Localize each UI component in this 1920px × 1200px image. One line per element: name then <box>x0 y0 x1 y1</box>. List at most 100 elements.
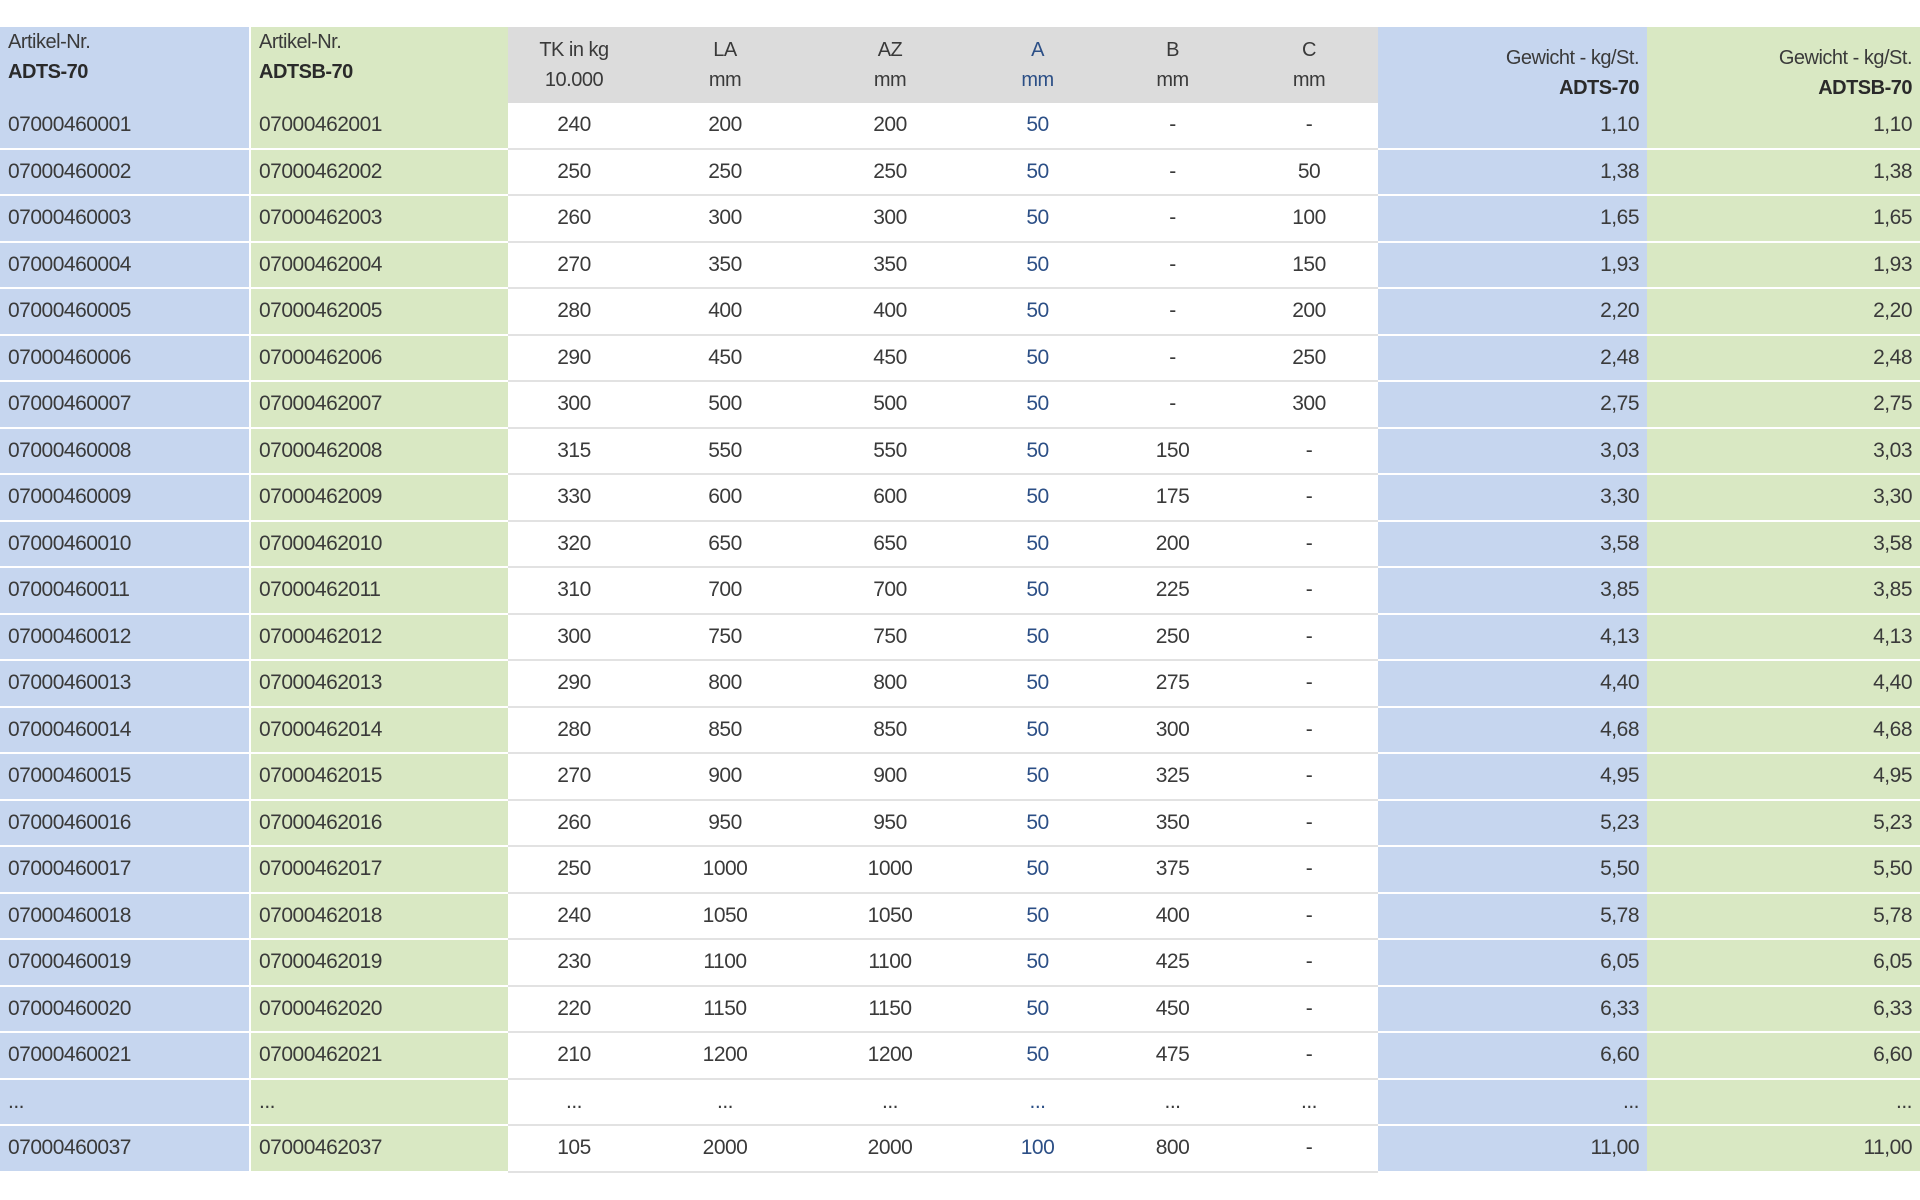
table-cell: 1,38 <box>1378 149 1647 196</box>
header-text: mm <box>1156 69 1189 91</box>
table-cell: 07000460004 <box>0 242 251 289</box>
table-cell: 07000462012 <box>251 614 508 661</box>
table-cell: 400 <box>810 289 970 336</box>
table-cell: 325 <box>1105 754 1240 801</box>
table-cell: 2,75 <box>1647 382 1920 429</box>
table-cell: 150 <box>1105 429 1240 475</box>
header-text: A <box>1031 39 1044 61</box>
table-cell: 11,00 <box>1378 1126 1647 1173</box>
table-cell: 260 <box>508 196 640 243</box>
table-cell: 1,93 <box>1647 242 1920 289</box>
table-cell: 290 <box>508 661 640 708</box>
table-cell: 4,40 <box>1647 661 1920 708</box>
table-cell: 250 <box>1105 615 1240 661</box>
table-cell: 200 <box>640 103 810 150</box>
table-cell: 6,05 <box>1378 940 1647 987</box>
table-cell: 500 <box>810 382 970 429</box>
table-cell: 2,48 <box>1378 335 1647 382</box>
header-text: ADTS-70 <box>1559 77 1639 99</box>
table-cell: 280 <box>508 708 640 754</box>
table-cell: 425 <box>1105 940 1240 987</box>
table-cell: 250 <box>508 847 640 894</box>
table-cell: 700 <box>810 568 970 615</box>
table-cell: 240 <box>508 894 640 940</box>
header-cell: LA mm <box>640 27 810 103</box>
header-cell: Gewicht - kg/St. ADTS-70 <box>1378 27 1647 103</box>
table-cell: 1,65 <box>1647 196 1920 243</box>
table-cell: 50 <box>970 987 1105 1033</box>
table-cell: 07000462002 <box>251 149 508 196</box>
table-cell: 270 <box>508 243 640 289</box>
table-cell: 1,10 <box>1378 103 1647 150</box>
header-text: Artikel-Nr. <box>259 31 342 53</box>
table-cell: 07000462017 <box>251 847 508 894</box>
table-cell: - <box>1240 615 1378 661</box>
table-cell: 100 <box>1240 196 1378 243</box>
table-cell: 07000460017 <box>0 847 251 894</box>
table-cell: 3,30 <box>1378 475 1647 522</box>
table-cell: 50 <box>970 754 1105 801</box>
table-cell: 50 <box>970 336 1105 382</box>
table-cell: 1,93 <box>1378 242 1647 289</box>
table-cell: ... <box>251 1079 508 1126</box>
table-cell: ... <box>1105 1080 1240 1126</box>
table-cell: ... <box>1647 1079 1920 1126</box>
table-cell: 300 <box>640 196 810 243</box>
table-cell: 50 <box>970 475 1105 522</box>
table-cell: 350 <box>640 243 810 289</box>
header-text: ADTSB-70 <box>259 61 353 83</box>
table-cell: 3,85 <box>1378 568 1647 615</box>
table-cell: 50 <box>970 243 1105 289</box>
table-cell: 4,95 <box>1378 754 1647 801</box>
table-cell: 220 <box>508 987 640 1033</box>
table-cell: 07000462007 <box>251 382 508 429</box>
table-cell: 750 <box>640 615 810 661</box>
table-cell: 2,48 <box>1647 335 1920 382</box>
table-cell: 600 <box>810 475 970 522</box>
table-cell: 230 <box>508 940 640 987</box>
table-cell: 07000460009 <box>0 475 251 522</box>
table-cell: 200 <box>1105 522 1240 568</box>
table-cell: 07000462008 <box>251 428 508 475</box>
table-cell: 07000460005 <box>0 289 251 336</box>
table-cell: 50 <box>970 1033 1105 1080</box>
table-cell: 550 <box>810 429 970 475</box>
header-text: LA <box>713 39 737 61</box>
table-cell: 1200 <box>640 1033 810 1080</box>
table-cell: 300 <box>1105 708 1240 754</box>
table-cell: 900 <box>640 754 810 801</box>
product-table: Artikel-Nr. ADTS-70 Artikel-Nr. ADTSB-70 TK … <box>0 27 1920 1173</box>
table-cell: 07000460011 <box>0 568 251 615</box>
table-cell: 550 <box>640 429 810 475</box>
table-cell: 3,58 <box>1647 521 1920 568</box>
table-cell: 1,38 <box>1647 149 1920 196</box>
table-cell: 500 <box>640 382 810 429</box>
table-cell: ... <box>508 1080 640 1126</box>
table-cell: 260 <box>508 801 640 847</box>
table-cell: - <box>1240 1126 1378 1173</box>
table-cell: 07000460014 <box>0 707 251 754</box>
table-cell: 50 <box>970 522 1105 568</box>
table-cell: 650 <box>640 522 810 568</box>
table-cell: 07000460012 <box>0 614 251 661</box>
table-cell: 3,30 <box>1647 475 1920 522</box>
table-cell: 450 <box>810 336 970 382</box>
table-cell: 07000462003 <box>251 196 508 243</box>
table-cell: 07000462001 <box>251 103 508 150</box>
table-cell: 400 <box>1105 894 1240 940</box>
table-cell: 350 <box>810 243 970 289</box>
table-cell: 600 <box>640 475 810 522</box>
table-cell: 50 <box>970 940 1105 987</box>
table-cell: ... <box>640 1080 810 1126</box>
table-cell: - <box>1240 708 1378 754</box>
table-cell: 1100 <box>640 940 810 987</box>
table-cell: 250 <box>640 150 810 196</box>
header-cell: Artikel-Nr. ADTSB-70 <box>251 27 508 103</box>
table-cell: ... <box>810 1080 970 1126</box>
table-cell: 5,23 <box>1647 800 1920 847</box>
table-cell: 210 <box>508 1033 640 1080</box>
table-cell: 700 <box>640 568 810 615</box>
table-cell: - <box>1240 103 1378 150</box>
header-text: Artikel-Nr. <box>8 31 91 53</box>
